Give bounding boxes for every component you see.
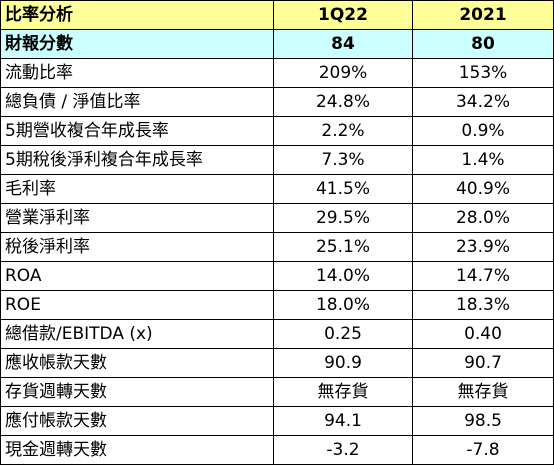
table-row: 總借款/EBITDA (x) 0.25 0.40 (0, 319, 554, 349)
row-label: 存貨週轉天數 (0, 377, 274, 407)
row-value-1q22: 24.8% (273, 87, 413, 117)
row-value-2021: 90.7 (412, 348, 554, 378)
row-value-2021: 1.4% (412, 145, 554, 175)
row-value-2021: 98.5 (412, 406, 554, 436)
row-value-1q22: -3.2 (273, 435, 413, 465)
row-label: ROA (0, 261, 274, 291)
table-row: 稅後淨利率 25.1% 23.9% (0, 232, 554, 262)
row-label: 營業淨利率 (0, 203, 274, 233)
table-header-row: 比率分析 1Q22 2021 (0, 0, 554, 30)
row-value-1q22: 14.0% (273, 261, 413, 291)
row-value-2021: 23.9% (412, 232, 554, 262)
row-label: 現金週轉天數 (0, 435, 274, 465)
header-label: 比率分析 (0, 0, 274, 30)
row-value-2021: 無存貨 (412, 377, 554, 407)
table-row: 5期稅後淨利複合年成長率 7.3% 1.4% (0, 145, 554, 175)
row-value-2021: 14.7% (412, 261, 554, 291)
row-value-2021: 18.3% (412, 290, 554, 320)
row-value-2021: 0.40 (412, 319, 554, 349)
row-label: 5期稅後淨利複合年成長率 (0, 145, 274, 175)
row-value-2021: 153% (412, 58, 554, 88)
row-label: 流動比率 (0, 58, 274, 88)
row-label: 毛利率 (0, 174, 274, 204)
table-row: 應付帳款天數 94.1 98.5 (0, 406, 554, 436)
row-label: 5期營收複合年成長率 (0, 116, 274, 146)
header-col-2021: 2021 (412, 0, 554, 30)
table-row: 5期營收複合年成長率 2.2% 0.9% (0, 116, 554, 146)
row-value-1q22: 94.1 (273, 406, 413, 436)
row-value-2021: 34.2% (412, 87, 554, 117)
table-row: 毛利率 41.5% 40.9% (0, 174, 554, 204)
row-value-1q22: 209% (273, 58, 413, 88)
row-label: 稅後淨利率 (0, 232, 274, 262)
row-value-1q22: 90.9 (273, 348, 413, 378)
table-row: 總負債 / 淨值比率 24.8% 34.2% (0, 87, 554, 117)
row-value-1q22: 18.0% (273, 290, 413, 320)
row-value-1q22: 7.3% (273, 145, 413, 175)
table-row: ROE 18.0% 18.3% (0, 290, 554, 320)
row-value-1q22: 0.25 (273, 319, 413, 349)
score-value-2021: 80 (412, 29, 554, 59)
row-value-2021: 28.0% (412, 203, 554, 233)
row-value-2021: -7.8 (412, 435, 554, 465)
table-row: ROA 14.0% 14.7% (0, 261, 554, 291)
row-value-1q22: 25.1% (273, 232, 413, 262)
row-value-1q22: 2.2% (273, 116, 413, 146)
table-row: 應收帳款天數 90.9 90.7 (0, 348, 554, 378)
table-row: 流動比率 209% 153% (0, 58, 554, 88)
row-label: 應付帳款天數 (0, 406, 274, 436)
row-label: ROE (0, 290, 274, 320)
header-col-1q22: 1Q22 (273, 0, 413, 30)
row-value-1q22: 無存貨 (273, 377, 413, 407)
row-value-2021: 40.9% (412, 174, 554, 204)
row-value-1q22: 41.5% (273, 174, 413, 204)
row-label: 總借款/EBITDA (x) (0, 319, 274, 349)
row-label: 總負債 / 淨值比率 (0, 87, 274, 117)
row-value-2021: 0.9% (412, 116, 554, 146)
table-row: 存貨週轉天數 無存貨 無存貨 (0, 377, 554, 407)
table-row: 營業淨利率 29.5% 28.0% (0, 203, 554, 233)
score-value-1q22: 84 (273, 29, 413, 59)
row-label: 應收帳款天數 (0, 348, 274, 378)
score-label: 財報分數 (0, 29, 274, 59)
table-row: 現金週轉天數 -3.2 -7.8 (0, 435, 554, 465)
row-value-1q22: 29.5% (273, 203, 413, 233)
score-row: 財報分數 84 80 (0, 29, 554, 59)
